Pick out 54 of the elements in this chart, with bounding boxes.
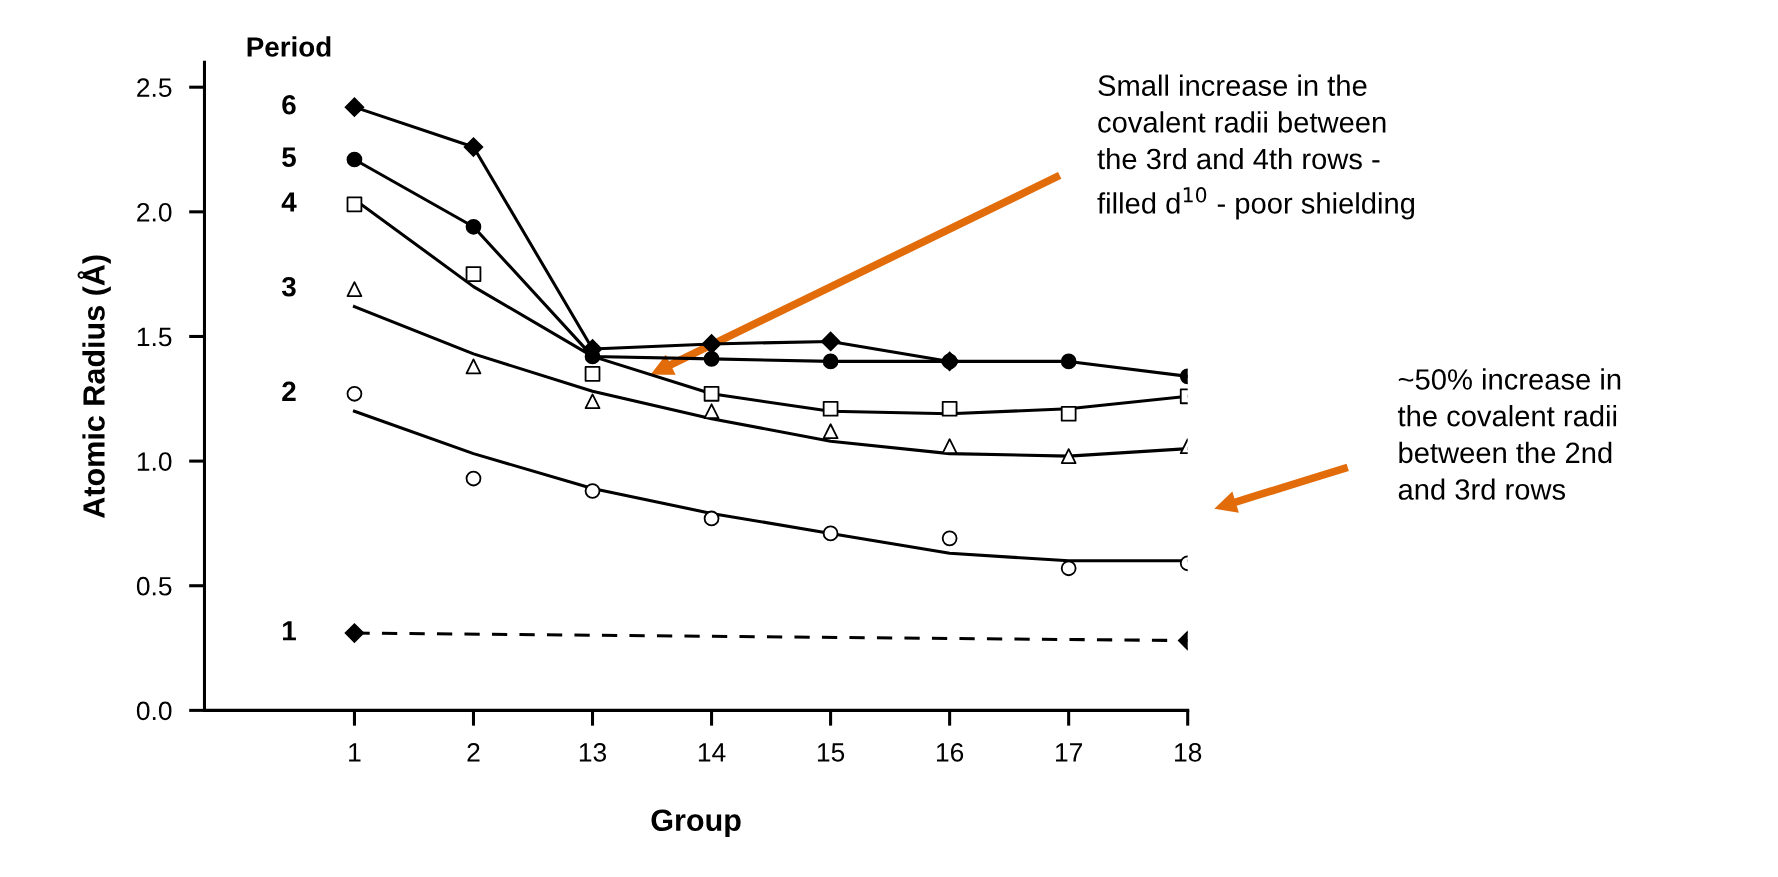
x-tick-label: 14	[698, 743, 726, 762]
point	[346, 196, 363, 213]
x-tick-label: 17	[1056, 743, 1083, 762]
y-axis-title: Atomic Radius (Å)	[77, 255, 111, 518]
point	[465, 218, 482, 235]
y-tick-label: 0.0	[136, 701, 172, 721]
point	[822, 400, 839, 417]
point	[941, 530, 958, 547]
point	[822, 525, 839, 542]
point	[346, 385, 363, 402]
series-label: 5	[282, 147, 296, 167]
x-tick-label: 15	[817, 743, 845, 762]
x-tick-label: 18	[1175, 743, 1202, 762]
point	[941, 400, 958, 417]
y-tick-label: 2.0	[137, 202, 172, 222]
series-label: 2	[282, 381, 296, 401]
point	[346, 281, 363, 297]
point	[1060, 560, 1077, 577]
point	[703, 510, 720, 527]
point	[584, 483, 601, 499]
point	[584, 366, 601, 382]
series-label: 4	[281, 192, 297, 212]
point	[1060, 353, 1077, 370]
annotation: Small increase in the covalent radii between the 3rd and 4th rows - filled d$^{10}$ - poor shielding	[1097, 74, 1415, 220]
x-tick-label: 16	[936, 743, 964, 762]
y-tick-label: 1.0	[137, 452, 172, 471]
y-tick-label: 2.5	[137, 78, 172, 98]
point	[703, 385, 720, 402]
series-label: 1	[283, 621, 296, 641]
x-tick-label: 1	[349, 743, 361, 762]
series-label: 3	[281, 276, 296, 297]
y-tick-label: 1.5	[137, 327, 172, 347]
point	[1060, 405, 1077, 422]
point	[822, 423, 839, 440]
x-axis-title: Group	[651, 809, 741, 838]
y-tick-label: 0.5	[136, 576, 172, 596]
point	[703, 351, 720, 367]
text: ~50% increase in the covalent radii between the 2nd and 3rd rows	[1397, 368, 1621, 500]
point	[701, 334, 722, 354]
point	[463, 137, 484, 157]
point	[344, 97, 365, 117]
point	[1060, 448, 1077, 464]
point	[465, 266, 482, 282]
point	[465, 470, 482, 487]
point	[465, 358, 482, 375]
x-tick-label: 13	[579, 743, 607, 762]
point	[346, 151, 363, 168]
x-tick-label: 2	[467, 743, 480, 762]
point	[703, 403, 720, 420]
legend-title: Period	[247, 36, 331, 57]
point	[820, 331, 841, 352]
series-label: 6	[282, 94, 296, 115]
point	[584, 393, 601, 410]
point	[822, 353, 839, 370]
